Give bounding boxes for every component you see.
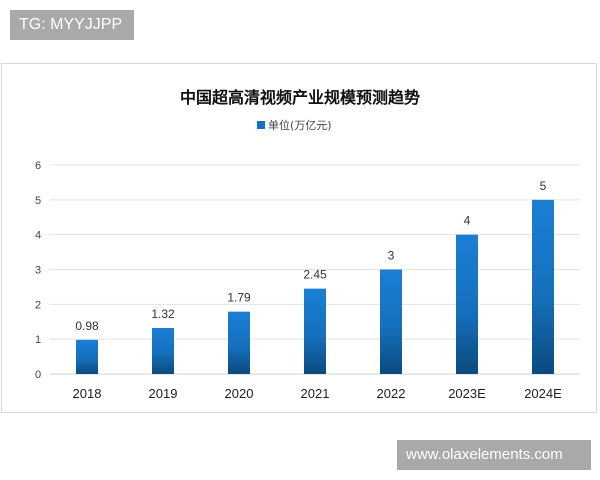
chart-title: 中国超高清视频产业规模预测趋势: [180, 88, 420, 107]
bar: [380, 269, 402, 374]
bar: [76, 339, 98, 374]
watermark-top: TG: MYYJJPP: [10, 10, 134, 40]
bar: [456, 234, 478, 374]
y-tick-label: 5: [35, 195, 41, 207]
x-tick-label: 2021: [301, 386, 330, 401]
y-tick-label: 3: [35, 265, 41, 277]
bar: [228, 311, 250, 374]
data-label: 5: [540, 179, 547, 193]
chart-frame: [1, 63, 597, 413]
y-tick-label: 2: [35, 299, 41, 311]
bar: [152, 328, 174, 374]
x-tick-label: 2018: [73, 386, 102, 401]
x-tick-label: 2023E: [448, 386, 486, 401]
data-label: 2.45: [303, 268, 327, 282]
legend-label: 单位(万亿元): [268, 118, 332, 132]
x-tick-label: 2019: [149, 386, 178, 401]
x-tick-label: 2024E: [524, 386, 562, 401]
watermark-bottom: www.olaxelements.com: [397, 440, 591, 470]
data-label: 1.79: [227, 291, 251, 305]
bar: [532, 199, 554, 374]
x-tick-label: 2022: [377, 386, 406, 401]
y-tick-label: 1: [35, 334, 41, 346]
data-label: 1.32: [151, 307, 175, 321]
x-tick-label: 2020: [225, 386, 254, 401]
data-label: 3: [388, 249, 395, 263]
y-tick-label: 0: [35, 369, 41, 381]
legend-swatch: [257, 121, 265, 129]
y-tick-label: 6: [35, 160, 41, 172]
data-label: 0.98: [75, 319, 99, 333]
data-label: 4: [464, 214, 471, 228]
y-tick-label: 4: [35, 230, 41, 242]
bar: [304, 288, 326, 374]
